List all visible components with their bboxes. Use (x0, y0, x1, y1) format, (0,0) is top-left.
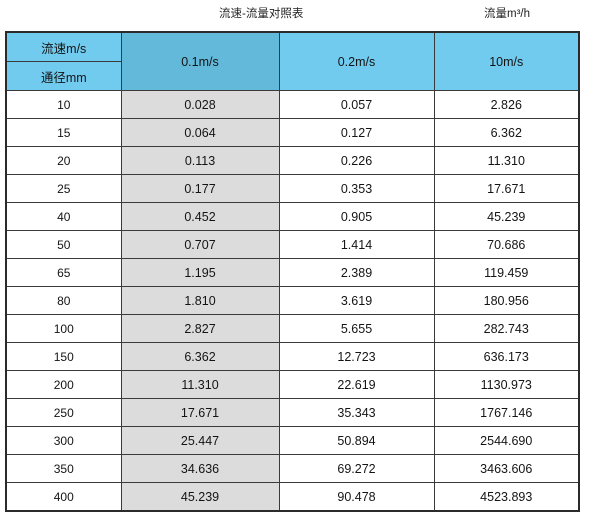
table-row: 50 0.707 1.414 70.686 (5, 230, 580, 259)
cell-flow-v1: 90.478 (278, 482, 435, 512)
table-row: 100 2.827 5.655 282.743 (5, 314, 580, 343)
flow-rate-table: 流速m/s 0.1m/s 0.2m/s 10m/s 通径mm 10 0.028 0.… (5, 31, 580, 512)
cell-diameter: 150 (5, 342, 122, 371)
cell-flow-v0: 0.028 (120, 90, 280, 119)
table-row: 20 0.113 0.226 11.310 (5, 146, 580, 175)
cell-flow-v1: 0.905 (278, 202, 435, 231)
table-header: 流速m/s 0.1m/s 0.2m/s 10m/s 通径mm (5, 31, 580, 91)
cell-diameter: 200 (5, 370, 122, 399)
flow-rate-table-container: 流速m/s 0.1m/s 0.2m/s 10m/s 通径mm 10 0.028 0.… (5, 31, 580, 512)
cell-flow-v2: 6.362 (433, 118, 580, 147)
header-velocity-col-0: 0.1m/s (120, 31, 280, 91)
cell-flow-v1: 1.414 (278, 230, 435, 259)
cell-flow-v0: 45.239 (120, 482, 280, 512)
table-row: 65 1.195 2.389 119.459 (5, 258, 580, 287)
flow-unit-label: 流量m³/h (484, 8, 530, 20)
cell-flow-v1: 69.272 (278, 454, 435, 483)
header-diameter-label: 通径mm (5, 61, 122, 91)
header-velocity-col-2: 10m/s (433, 31, 580, 91)
cell-flow-v0: 1.810 (120, 286, 280, 315)
cell-flow-v1: 0.127 (278, 118, 435, 147)
cell-flow-v0: 1.195 (120, 258, 280, 287)
cell-diameter: 100 (5, 314, 122, 343)
table-row: 25 0.177 0.353 17.671 (5, 174, 580, 203)
cell-flow-v0: 11.310 (120, 370, 280, 399)
cell-flow-v1: 5.655 (278, 314, 435, 343)
table-row: 350 34.636 69.272 3463.606 (5, 454, 580, 483)
cell-diameter: 50 (5, 230, 122, 259)
header-velocity-label: 流速m/s (5, 31, 122, 62)
table-row: 15 0.064 0.127 6.362 (5, 118, 580, 147)
cell-flow-v2: 1130.973 (433, 370, 580, 399)
table-row: 250 17.671 35.343 1767.146 (5, 398, 580, 427)
header-row-top: 流速m/s 0.1m/s 0.2m/s 10m/s (5, 31, 580, 91)
table-row: 200 11.310 22.619 1130.973 (5, 370, 580, 399)
cell-flow-v0: 6.362 (120, 342, 280, 371)
cell-diameter: 80 (5, 286, 122, 315)
cell-flow-v1: 0.353 (278, 174, 435, 203)
table-row: 300 25.447 50.894 2544.690 (5, 426, 580, 455)
cell-flow-v2: 3463.606 (433, 454, 580, 483)
cell-flow-v1: 12.723 (278, 342, 435, 371)
cell-diameter: 20 (5, 146, 122, 175)
cell-diameter: 65 (5, 258, 122, 287)
cell-flow-v1: 0.057 (278, 90, 435, 119)
cell-diameter: 400 (5, 482, 122, 512)
table-row: 150 6.362 12.723 636.173 (5, 342, 580, 371)
cell-flow-v2: 636.173 (433, 342, 580, 371)
cell-diameter: 10 (5, 90, 122, 119)
cell-flow-v0: 25.447 (120, 426, 280, 455)
cell-flow-v0: 0.452 (120, 202, 280, 231)
caption-strip: 流速-流量对照表 流量m³/h (0, 0, 600, 30)
cell-flow-v2: 282.743 (433, 314, 580, 343)
cell-flow-v2: 70.686 (433, 230, 580, 259)
cell-flow-v2: 2544.690 (433, 426, 580, 455)
cell-flow-v0: 0.707 (120, 230, 280, 259)
cell-flow-v0: 34.636 (120, 454, 280, 483)
cell-flow-v1: 35.343 (278, 398, 435, 427)
cell-flow-v1: 50.894 (278, 426, 435, 455)
cell-flow-v0: 0.177 (120, 174, 280, 203)
cell-diameter: 40 (5, 202, 122, 231)
cell-flow-v1: 22.619 (278, 370, 435, 399)
cell-flow-v2: 2.826 (433, 90, 580, 119)
table-row: 10 0.028 0.057 2.826 (5, 90, 580, 119)
table-row: 80 1.810 3.619 180.956 (5, 286, 580, 315)
cell-flow-v0: 2.827 (120, 314, 280, 343)
cell-flow-v2: 180.956 (433, 286, 580, 315)
cell-diameter: 350 (5, 454, 122, 483)
cell-diameter: 250 (5, 398, 122, 427)
header-velocity-col-1: 0.2m/s (278, 31, 435, 91)
chart-title: 流速-流量对照表 (219, 8, 304, 20)
cell-diameter: 25 (5, 174, 122, 203)
cell-diameter: 15 (5, 118, 122, 147)
cell-diameter: 300 (5, 426, 122, 455)
cell-flow-v1: 2.389 (278, 258, 435, 287)
cell-flow-v2: 119.459 (433, 258, 580, 287)
table-row: 40 0.452 0.905 45.239 (5, 202, 580, 231)
cell-flow-v2: 11.310 (433, 146, 580, 175)
cell-flow-v2: 45.239 (433, 202, 580, 231)
table-body: 10 0.028 0.057 2.826 15 0.064 0.127 6.362 20 0.11… (5, 90, 580, 512)
cell-flow-v0: 0.064 (120, 118, 280, 147)
cell-flow-v2: 1767.146 (433, 398, 580, 427)
cell-flow-v2: 17.671 (433, 174, 580, 203)
cell-flow-v0: 17.671 (120, 398, 280, 427)
cell-flow-v2: 4523.893 (433, 482, 580, 512)
table-row: 400 45.239 90.478 4523.893 (5, 482, 580, 512)
cell-flow-v0: 0.113 (120, 146, 280, 175)
header-row-bottom: 通径mm (5, 61, 579, 91)
cell-flow-v1: 0.226 (278, 146, 435, 175)
cell-flow-v1: 3.619 (278, 286, 435, 315)
